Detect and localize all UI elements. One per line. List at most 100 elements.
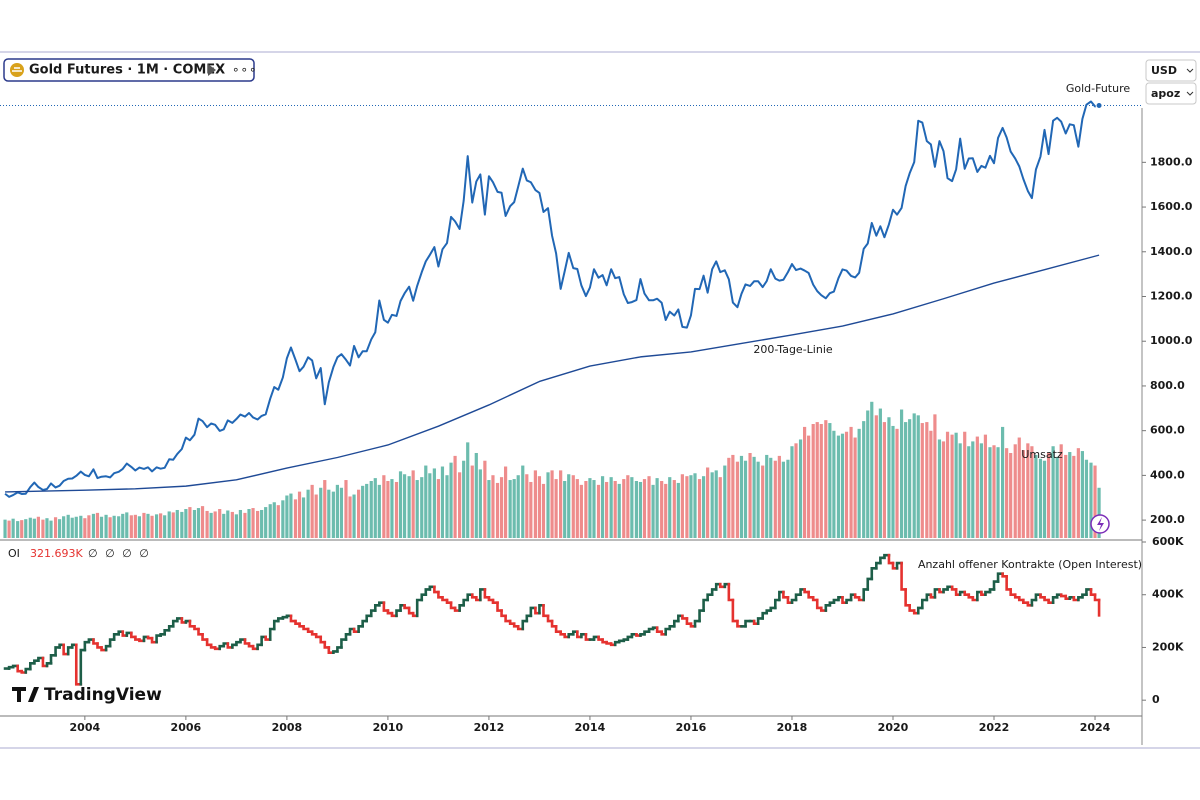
oi-step bbox=[340, 638, 348, 649]
volume-bar bbox=[36, 516, 40, 538]
volume-bar bbox=[798, 439, 803, 538]
volume-bar bbox=[849, 426, 853, 538]
oi-step bbox=[361, 619, 368, 628]
oi-step bbox=[992, 580, 1000, 591]
volume-bar bbox=[58, 519, 62, 538]
oi-step bbox=[698, 609, 705, 623]
oi-step bbox=[933, 588, 941, 599]
oi-step bbox=[1039, 593, 1046, 599]
volume-bar bbox=[487, 480, 491, 538]
brand-logo bbox=[12, 687, 39, 702]
y-tick-label: 200.0 bbox=[1150, 513, 1185, 526]
last-price-marker bbox=[1095, 102, 1103, 110]
volume-bar bbox=[297, 491, 302, 538]
volume-bar bbox=[344, 480, 348, 538]
volume-bar bbox=[803, 426, 807, 538]
oi-step bbox=[62, 643, 70, 656]
volume-bar bbox=[689, 475, 693, 538]
oi-step bbox=[487, 596, 495, 602]
oi-step bbox=[205, 638, 213, 647]
volume-bar bbox=[866, 410, 870, 538]
oi-step bbox=[117, 630, 125, 636]
volume-bar bbox=[167, 511, 171, 538]
volume-bar bbox=[301, 497, 306, 538]
volume-bar bbox=[49, 520, 53, 538]
oi-step bbox=[790, 598, 798, 604]
oi-step bbox=[980, 590, 987, 597]
oi-step bbox=[832, 598, 840, 604]
oi-step bbox=[1093, 593, 1101, 602]
volume-bar bbox=[899, 409, 904, 538]
volume-bar bbox=[1089, 462, 1093, 538]
oi-step bbox=[399, 603, 406, 612]
oi-step bbox=[453, 606, 461, 612]
title-box[interactable] bbox=[3, 58, 255, 82]
volume-bar bbox=[790, 446, 794, 538]
oi-step bbox=[369, 609, 377, 618]
volume-bar bbox=[533, 470, 537, 538]
volume-bar bbox=[251, 508, 255, 538]
volume-bar bbox=[1055, 456, 1059, 538]
volume-bar bbox=[723, 465, 727, 538]
volume-bar bbox=[967, 446, 971, 538]
oi-step bbox=[546, 614, 554, 623]
oi-step bbox=[929, 593, 937, 599]
oi-step bbox=[378, 601, 386, 607]
volume-bar bbox=[844, 431, 849, 538]
volume-bar bbox=[963, 431, 967, 538]
volume-bar bbox=[361, 485, 365, 538]
volume-bar bbox=[79, 515, 83, 538]
volume-bar bbox=[945, 431, 950, 538]
oi-step bbox=[576, 630, 583, 639]
volume-bar bbox=[445, 475, 449, 538]
volume-bar bbox=[1051, 446, 1055, 538]
oi-step bbox=[1043, 596, 1050, 602]
oi-step bbox=[942, 588, 949, 594]
oi-step bbox=[45, 661, 53, 668]
volume-bar bbox=[478, 469, 482, 538]
oi-step bbox=[222, 642, 230, 648]
volume-bar bbox=[832, 430, 836, 538]
volume-bar bbox=[773, 460, 777, 538]
oi-step bbox=[226, 642, 234, 649]
oi-step bbox=[736, 619, 743, 628]
oi-step bbox=[774, 598, 781, 610]
unit-dropdown[interactable] bbox=[1145, 82, 1197, 105]
volume-bar bbox=[642, 479, 647, 538]
oi-step bbox=[984, 590, 992, 597]
oi-step bbox=[197, 627, 204, 636]
oi-step bbox=[765, 609, 773, 615]
volume-bar bbox=[541, 483, 546, 538]
oi-step bbox=[647, 627, 655, 633]
oi-step bbox=[786, 596, 794, 604]
oi-step bbox=[622, 638, 630, 643]
oi-step bbox=[976, 590, 983, 602]
volume-bar bbox=[731, 454, 735, 538]
volume-bar bbox=[319, 487, 323, 538]
oi-step bbox=[727, 582, 735, 602]
volume-bar bbox=[836, 435, 841, 538]
volume-bar bbox=[28, 517, 32, 538]
oi-step bbox=[327, 646, 335, 655]
oi-step bbox=[433, 585, 440, 594]
oi-step bbox=[601, 638, 608, 644]
currency-dropdown[interactable] bbox=[1145, 59, 1197, 82]
oi-step bbox=[49, 654, 57, 665]
volume-bar bbox=[605, 481, 609, 538]
volume-bar bbox=[596, 484, 601, 538]
oi-step bbox=[180, 617, 188, 624]
oi-step bbox=[54, 646, 61, 657]
oi-label: Anzahl offener Kontrakte (Open Interest) bbox=[918, 558, 1142, 571]
volume-bar bbox=[121, 513, 125, 538]
oi-step bbox=[626, 635, 634, 641]
oi-step bbox=[1017, 596, 1025, 602]
volume-bar bbox=[941, 441, 946, 538]
oi-step bbox=[950, 585, 958, 591]
oi-step bbox=[580, 632, 588, 639]
volume-bar bbox=[546, 472, 550, 538]
oi-step bbox=[218, 644, 226, 651]
volume-bar bbox=[950, 434, 954, 538]
oi-step bbox=[689, 622, 697, 628]
oi-step bbox=[900, 561, 907, 591]
oi-step bbox=[87, 638, 95, 644]
